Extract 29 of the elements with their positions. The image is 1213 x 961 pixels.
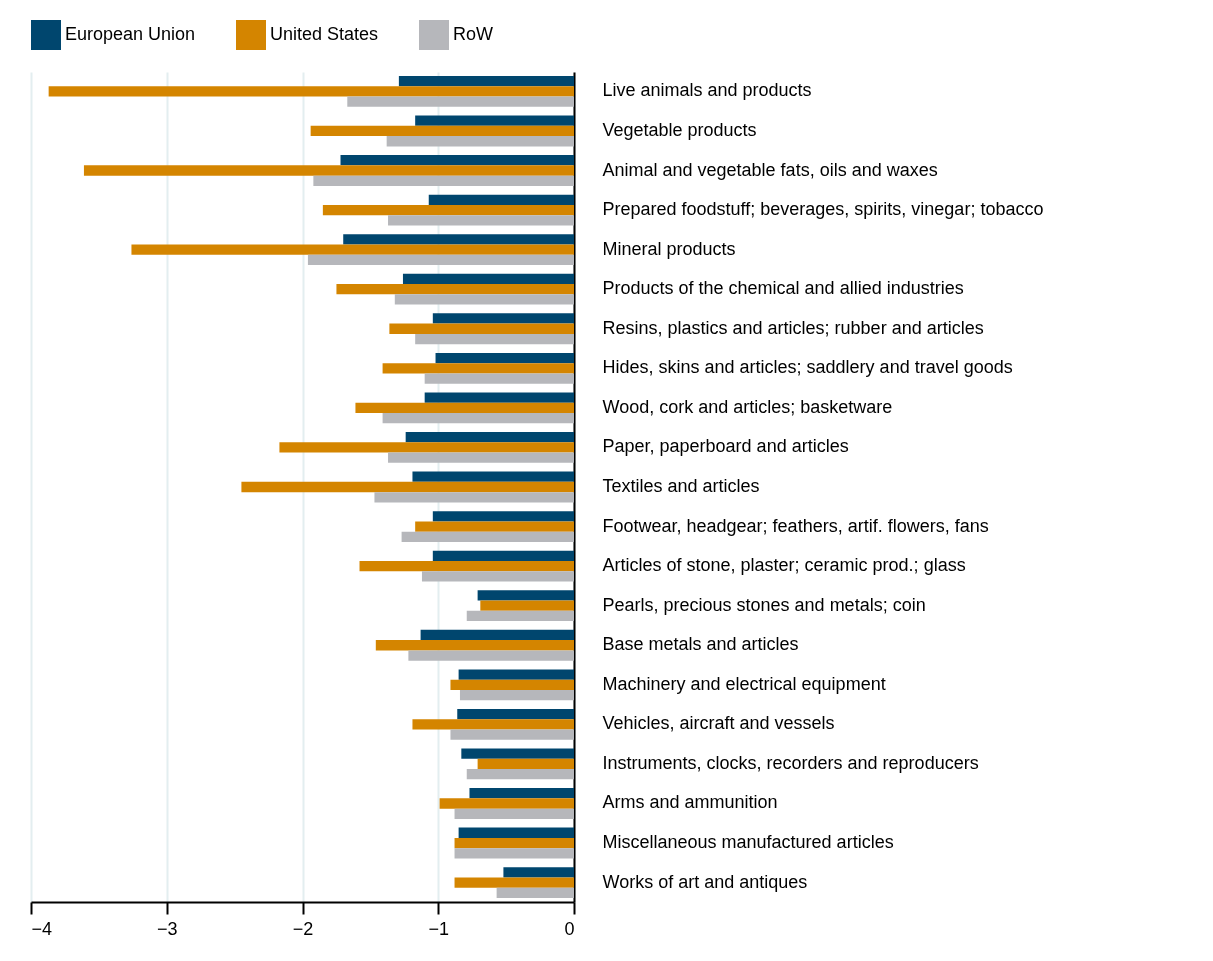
y-tick-label: Machinery and electrical equipment xyxy=(602,673,886,694)
y-tick-label: Prepared foodstuff; beverages, spirits, vinegar; tobacco xyxy=(602,199,1044,220)
x-tick-label: −1 xyxy=(428,918,450,939)
y-tick-label: Wood, cork and articles; basketware xyxy=(602,396,893,417)
y-tick-label: Vegetable products xyxy=(602,119,757,140)
y-tick-label: Footwear, headgear; feathers, artif. flowers, fans xyxy=(602,515,989,536)
y-tick-label: Instruments, clocks, recorders and reproducers xyxy=(602,752,979,773)
y-tick-label: Resins, plastics and articles; rubber and articles xyxy=(602,317,984,338)
x-tick-label: 0 xyxy=(564,918,575,939)
y-tick-label: Arms and ammunition xyxy=(602,792,778,813)
y-tick-label: Base metals and articles xyxy=(602,634,799,655)
y-tick-label: Miscellaneous manufactured articles xyxy=(602,832,894,853)
y-tick-label: Products of the chemical and allied industries xyxy=(602,278,964,299)
y-tick-label: Animal and vegetable fats, oils and waxes xyxy=(602,159,938,180)
x-tick-label: −3 xyxy=(156,918,178,939)
y-tick-label: Hides, skins and articles; saddlery and travel goods xyxy=(602,357,1013,378)
y-tick-label: Pearls, precious stones and metals; coin xyxy=(602,594,926,615)
y-tick-label: Vehicles, aircraft and vessels xyxy=(602,713,835,734)
y-tick-label: Live animals and products xyxy=(602,80,812,101)
y-tick-label: Works of art and antiques xyxy=(602,871,808,892)
y-tick-label: Paper, paperboard and articles xyxy=(602,436,849,457)
x-tick-label: −2 xyxy=(292,918,314,939)
y-tick-label: Articles of stone, plaster; ceramic prod.; glass xyxy=(602,555,966,576)
legend-label: European Union xyxy=(65,24,196,44)
y-tick-label: Mineral products xyxy=(602,238,736,259)
legend-label: United States xyxy=(270,24,379,44)
x-tick-label: −4 xyxy=(31,918,53,939)
legend-label: RoW xyxy=(453,24,494,44)
y-tick-label: Textiles and articles xyxy=(602,476,760,496)
